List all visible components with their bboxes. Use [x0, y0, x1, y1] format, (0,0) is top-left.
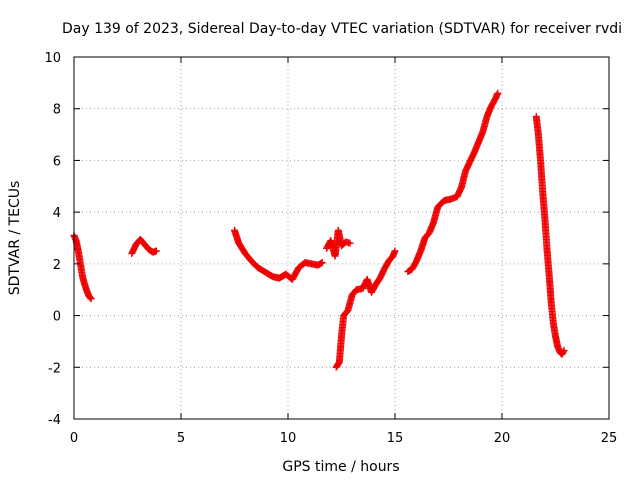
grid-lines	[74, 57, 609, 419]
y-tick-label: -4	[48, 413, 61, 428]
y-tick-labels: -4 -2 0 2 4 6 8 10	[44, 51, 61, 428]
chart-title: Day 139 of 2023, Sidereal Day-to-day VTE…	[62, 21, 622, 37]
data-point	[346, 239, 354, 247]
x-tick-label: 15	[387, 431, 404, 446]
y-tick-label: 6	[53, 154, 61, 169]
plot-frame	[73, 56, 610, 420]
y-axis-label: SDTVAR / TECUs	[7, 181, 23, 296]
data-point	[152, 247, 160, 255]
x-tick-label: 0	[70, 431, 78, 446]
y-tick-label: 10	[44, 51, 61, 66]
data-point	[318, 259, 326, 267]
y-tick-label: 0	[53, 310, 61, 325]
data-point	[86, 294, 94, 302]
data-point	[494, 89, 502, 97]
x-tick-label: 25	[601, 431, 618, 446]
x-axis-label: GPS time / hours	[282, 459, 399, 475]
y-tick-label: 2	[53, 258, 61, 273]
data-point	[391, 247, 399, 255]
y-tick-label: 8	[53, 103, 61, 118]
x-tick-label: 5	[177, 431, 185, 446]
data-point	[87, 295, 95, 303]
x-tick-labels: 0 5 10 15 20 25	[70, 431, 617, 446]
data-points	[70, 89, 568, 371]
x-tick-label: 20	[494, 431, 511, 446]
data-point	[559, 348, 567, 356]
y-tick-label: -2	[48, 361, 61, 376]
y-tick-label: 4	[53, 206, 61, 221]
x-tick-label: 10	[280, 431, 297, 446]
axis-ticks	[73, 56, 610, 420]
data-point	[560, 346, 568, 354]
